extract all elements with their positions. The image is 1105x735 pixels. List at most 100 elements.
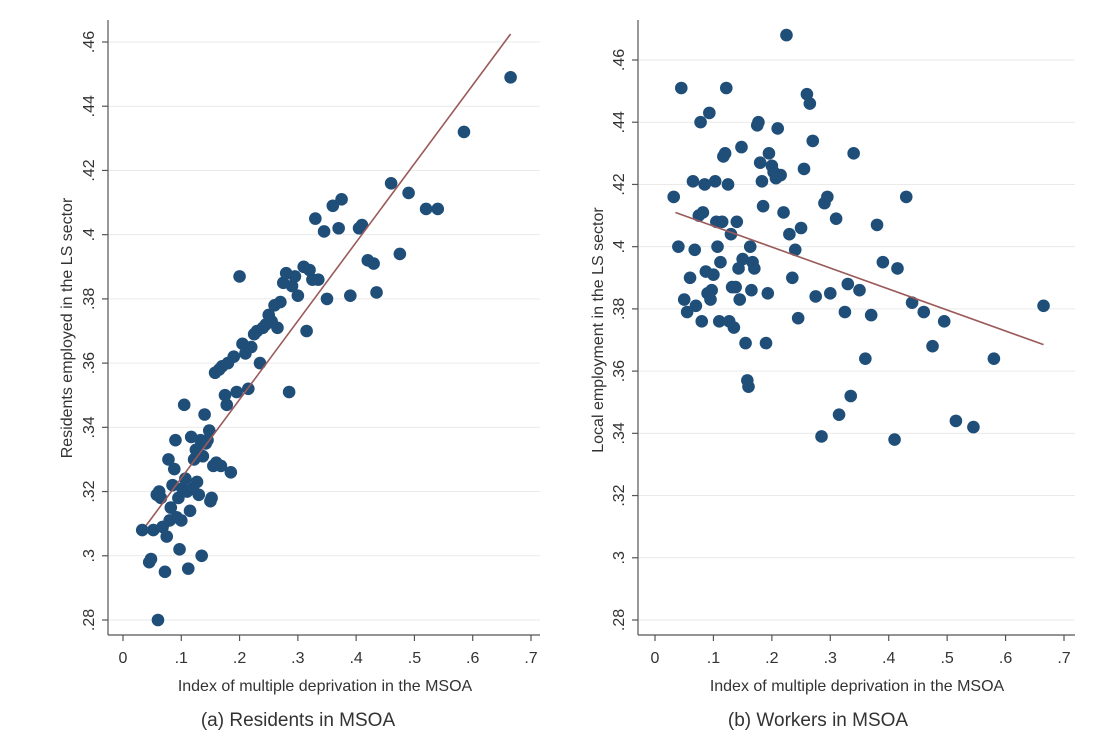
panel-a-point <box>335 193 348 206</box>
panel-b-x-tick-label: .3 <box>824 650 837 667</box>
panel-a-point <box>201 433 214 447</box>
panel-a-point <box>457 125 471 139</box>
panel-b-y-tick-label: .28 <box>611 609 628 631</box>
panel-a-point <box>311 273 325 286</box>
panel-a-x-tick-label: .4 <box>349 650 362 667</box>
panel-a-x-tick-label: .7 <box>524 650 537 667</box>
panel-a-point <box>173 543 186 556</box>
panel-b-ylabel: Local employment in the LS sector <box>590 207 607 453</box>
panel-a-point <box>192 488 206 502</box>
panel-b-point <box>967 420 980 434</box>
panel-b-point <box>803 97 817 110</box>
panel-a-point <box>164 501 178 514</box>
panel-a-point <box>344 289 357 302</box>
panel-b-point <box>797 162 811 176</box>
panel-b-y-tick-label: .46 <box>611 49 628 71</box>
panel-a-point <box>274 295 287 309</box>
panel-b-caption: (b) Workers in MSOA <box>728 710 909 731</box>
panel-b-point <box>870 218 884 232</box>
panel-a-point <box>370 286 383 299</box>
panel-b-point <box>727 321 741 334</box>
panel-a-x-tick-label: .2 <box>233 650 246 667</box>
panel-b-point <box>888 433 901 446</box>
panel-b-y-tick-label: .36 <box>611 360 628 382</box>
panel-a-point <box>154 491 168 505</box>
panel-a-point <box>224 465 238 479</box>
panel-b-point <box>733 293 747 306</box>
panel-a-y-tick-label: .4 <box>81 228 98 241</box>
panel-b-point <box>748 262 761 275</box>
panel-a-y-tick-label: .44 <box>81 95 98 117</box>
panel-b-point <box>823 287 837 300</box>
panel-b-point <box>707 268 720 281</box>
panel-b-point <box>853 283 866 297</box>
panel-b-y-tick-label: .44 <box>611 111 628 133</box>
panel-b-point <box>674 81 688 95</box>
panel-b-point <box>711 240 724 253</box>
panel-a-x-tick-label: .3 <box>291 650 304 667</box>
panel-b-point <box>832 408 846 421</box>
panel-a-point <box>220 398 234 412</box>
panel-b-workers: Local employment in the LS sector Index … <box>590 20 1075 731</box>
panel-b-point <box>756 199 770 213</box>
panel-a-point <box>227 350 241 363</box>
panel-a-residents: Residents employed in the LS sector Inde… <box>59 20 540 731</box>
panel-b-x-tick-label: .6 <box>999 650 1012 667</box>
panel-b-x-tick-label: .5 <box>940 650 953 667</box>
panel-a-point <box>300 324 313 338</box>
panel-a-y-tick-label: .34 <box>81 416 98 438</box>
panel-b-point <box>719 81 733 95</box>
panel-a-x-tick-label: 0 <box>119 650 128 667</box>
panel-b-y-tick-label: .32 <box>611 484 628 506</box>
panel-b-point <box>729 280 742 294</box>
panel-b-point <box>949 414 963 428</box>
panel-a-point <box>202 424 216 437</box>
panel-a-point <box>320 292 334 306</box>
panel-b-point <box>1037 299 1050 313</box>
panel-b-point <box>788 243 802 257</box>
panel-a-x-tick-label: .5 <box>408 650 421 667</box>
panel-b-point <box>712 315 726 328</box>
panel-b-point <box>715 215 729 229</box>
panel-a-point <box>244 340 258 354</box>
panel-a-point <box>172 491 185 505</box>
panel-b-point <box>755 175 769 188</box>
panel-a-caption: (a) Residents in MSOA <box>201 710 396 731</box>
panel-a-x-tick-label: .6 <box>466 650 479 667</box>
panel-b-point <box>987 352 1001 365</box>
panel-b-point <box>891 262 904 275</box>
panel-b-point <box>672 240 685 253</box>
panel-a-point <box>291 289 305 302</box>
panel-b-point <box>695 315 709 328</box>
panel-b-point <box>905 296 919 309</box>
panel-b-x-tick-label: .2 <box>765 650 778 667</box>
panel-a-y-tick-label: .42 <box>81 159 98 181</box>
panel-b-point <box>761 287 775 300</box>
panel-b-point <box>783 227 796 241</box>
panel-b-point <box>739 336 752 350</box>
panel-a-x-tick-label: .1 <box>175 650 188 667</box>
panel-a-point <box>135 523 149 537</box>
panel-a-point <box>367 257 380 270</box>
panel-a-point <box>151 613 165 627</box>
panel-b-point <box>926 339 939 353</box>
panel-b-point <box>698 178 711 191</box>
panel-b-x-tick-label: 0 <box>651 650 660 667</box>
panel-b-point <box>829 212 843 225</box>
panel-b-point <box>759 336 773 350</box>
panel-b-grid <box>638 59 1075 621</box>
panel-b-point <box>689 299 703 313</box>
panel-b-point <box>688 243 702 257</box>
panel-a-point <box>317 225 331 238</box>
panel-a-point <box>393 247 407 261</box>
panel-a-point <box>285 279 299 293</box>
panel-a-point <box>355 218 369 232</box>
panel-a-point <box>384 176 398 190</box>
panel-b-point <box>876 255 890 269</box>
panel-b-point <box>815 430 828 443</box>
panel-a-y-tick-label: .3 <box>81 549 98 562</box>
panel-b-point <box>771 122 784 135</box>
panel-b-point <box>721 178 735 191</box>
panel-a-point <box>183 504 197 518</box>
